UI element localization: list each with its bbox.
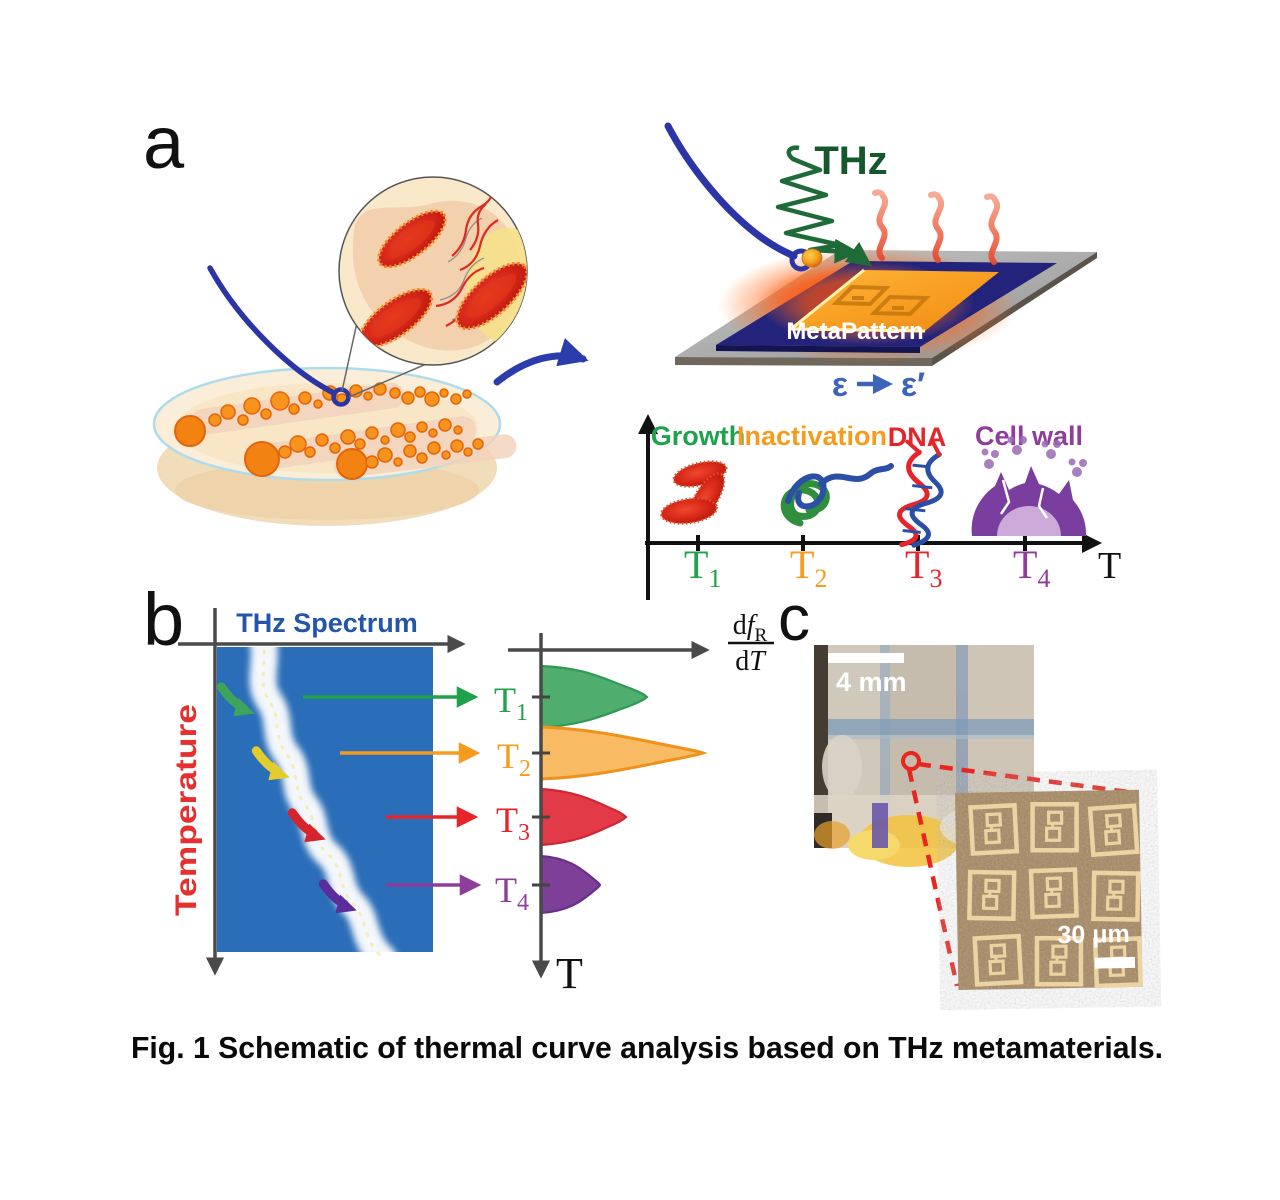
- category-growth: Growth: [651, 421, 746, 451]
- zoom-dashed-line: [917, 761, 1137, 796]
- inoculation-loop-handle: [207, 265, 337, 396]
- category-inactivation: Inactivation: [737, 421, 887, 451]
- metapattern-label: MetaPattern: [786, 318, 923, 345]
- svg-text:dT: dT: [735, 646, 767, 677]
- tick-t3: T3: [905, 542, 942, 593]
- epsilon-after: ε′: [901, 366, 925, 404]
- marker-t1: T1: [494, 680, 528, 726]
- derivative-peaks-plot: T dfR dT: [508, 610, 774, 998]
- panel-b-label: b: [143, 578, 184, 661]
- shift-arrow-red: [287, 808, 326, 843]
- category-cellwall: Cell wall: [975, 421, 1083, 451]
- permittivity-annotation: ε ε′: [832, 366, 925, 404]
- sample-droplet: [801, 248, 823, 268]
- marker-t4: T4: [495, 870, 529, 916]
- tick-t2: T2: [790, 542, 827, 593]
- spectrum-title: THz Spectrum: [236, 608, 418, 638]
- flagella-red: [435, 191, 499, 327]
- peak-t3: [539, 787, 628, 847]
- bacteria-colonies: [174, 382, 484, 480]
- srr-pattern-motifs: [831, 284, 931, 317]
- figure-caption: Fig. 1 Schematic of thermal curve analys…: [131, 1030, 1163, 1065]
- inset-scale-bar: [1094, 956, 1136, 969]
- cell-wall-tufts: [981, 436, 1087, 477]
- metamaterial-chip: MetaPattern: [675, 247, 1097, 366]
- chip-meta-surface: [791, 270, 999, 331]
- heat-waves: [872, 189, 1000, 265]
- transfer-arrow: [493, 338, 589, 386]
- panel-a-label: a: [143, 101, 185, 184]
- thz-spectrum-map: THz Spectrum Temperature T1 T2 T3 T4: [170, 608, 531, 976]
- svg-text:dfR: dfR: [733, 610, 768, 646]
- marker-t2: T2: [497, 736, 531, 782]
- photo-scale-label: 4 mm: [836, 667, 907, 697]
- shift-arrow-purple: [318, 879, 357, 914]
- shift-arrow-yellow: [251, 746, 290, 781]
- derivative-fraction-label: dfR dT: [728, 610, 774, 677]
- thz-label: THz: [814, 139, 887, 183]
- cell-wall-icon: [971, 436, 1087, 536]
- tick-t4: T4: [1013, 542, 1050, 593]
- inoculation-loop-tip: [331, 387, 351, 407]
- epsilon-before: ε: [832, 366, 848, 404]
- axis-t-label: T: [1098, 545, 1121, 587]
- peak-t1: [539, 664, 649, 730]
- loop-handle-chip: [664, 122, 798, 260]
- peak-t2: [539, 725, 708, 781]
- thz-beam-zigzag: [775, 145, 860, 264]
- zoom-dashed-line: [906, 768, 960, 987]
- photo-scale-bar: [828, 653, 904, 663]
- resonance-band: [249, 647, 397, 963]
- inactivation-protein-icon: [780, 463, 894, 527]
- temperature-effects-axis: T Growth Inactivation DNA Cell wall: [638, 414, 1121, 600]
- micrograph-inset: 30 μm: [955, 789, 1142, 990]
- panel-c-label: c: [778, 582, 810, 654]
- growth-bacteria-icon: [659, 460, 728, 525]
- marker-t3: T3: [496, 800, 530, 846]
- zoom-origin-circle: [901, 751, 921, 771]
- tick-t1: T1: [684, 542, 721, 593]
- temperature-axis-label: Temperature: [170, 704, 203, 916]
- bacterium: [455, 261, 527, 331]
- shift-arrow-green: [216, 682, 255, 717]
- magnifier-connector-line: [341, 317, 359, 392]
- thz-beam-arrow: [844, 241, 873, 267]
- petri-dish-illustration: [152, 265, 517, 526]
- peaks-t-label: T: [556, 949, 583, 998]
- bacterium: [377, 209, 447, 269]
- spectrum-box: [217, 647, 433, 952]
- magnified-bacteria-view: [338, 176, 528, 366]
- dna-helix-icon: [897, 438, 944, 548]
- inset-scale-label: 30 μm: [1057, 920, 1130, 949]
- peak-t4: [539, 854, 602, 915]
